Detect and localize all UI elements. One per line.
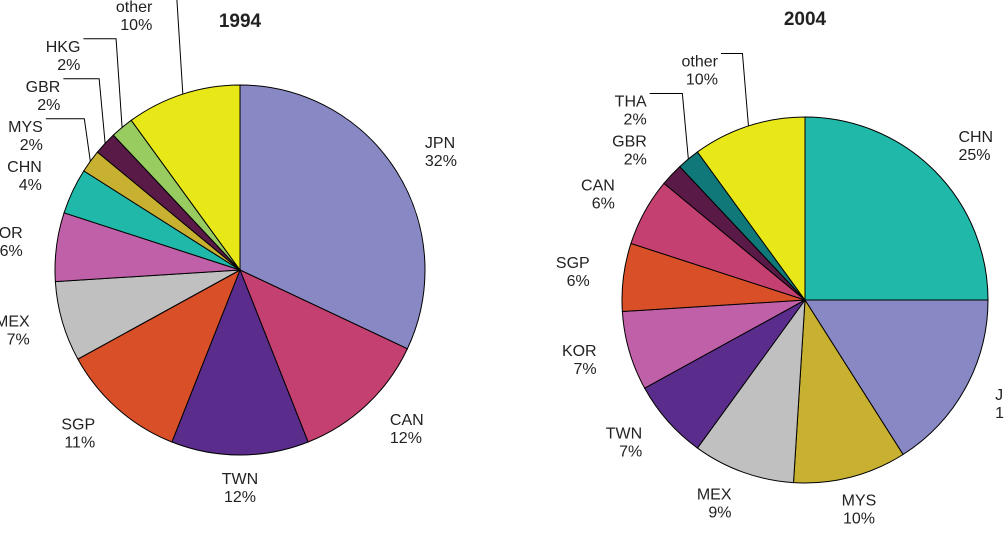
pie-slice bbox=[130, 84, 241, 272]
slice-label: MYS bbox=[8, 119, 43, 136]
leader-line bbox=[649, 92, 689, 160]
slice-label: MYS bbox=[842, 492, 877, 509]
slice-value-label: 10% bbox=[843, 510, 875, 527]
slice-value-label: 6% bbox=[592, 196, 615, 213]
slice-value-label: 10% bbox=[120, 17, 152, 34]
slice-value-label: 2% bbox=[37, 97, 60, 114]
slice-value-label: 7% bbox=[7, 331, 30, 348]
slice-label: GBR bbox=[612, 134, 647, 151]
slice-label: HKG bbox=[46, 39, 81, 56]
pie-slice bbox=[171, 268, 309, 456]
chart-title: 2004 bbox=[784, 9, 827, 30]
leader-line bbox=[83, 38, 123, 128]
slice-label: JPN bbox=[995, 387, 1004, 404]
leader-line bbox=[45, 118, 91, 162]
slice-label: CAN bbox=[390, 412, 424, 429]
slice-label: CHN bbox=[958, 129, 993, 146]
slice-value-label: 16% bbox=[995, 405, 1004, 422]
slice-label: CAN bbox=[581, 178, 615, 195]
slice-value-label: 12% bbox=[390, 430, 422, 447]
slice-label: JPN bbox=[425, 135, 455, 152]
pie-slice bbox=[804, 116, 989, 301]
slice-label: KOR bbox=[562, 343, 597, 360]
slice-label: MEX bbox=[0, 313, 30, 330]
pie-slice bbox=[804, 299, 989, 456]
pie-slice bbox=[696, 116, 806, 302]
slice-label: TWN bbox=[222, 471, 258, 488]
slice-value-label: 2% bbox=[20, 137, 43, 154]
slice-label: other bbox=[681, 54, 718, 71]
slice-label: CHN bbox=[7, 159, 42, 176]
slice-value-label: 7% bbox=[573, 361, 596, 378]
slice-value-label: 6% bbox=[567, 273, 590, 290]
slice-value-label: 2% bbox=[624, 112, 647, 129]
slice-label: KOR bbox=[0, 225, 23, 242]
slice-value-label: 6% bbox=[0, 243, 23, 260]
slice-value-label: 4% bbox=[19, 177, 42, 194]
slice-label: THA bbox=[615, 94, 647, 111]
slice-label: MEX bbox=[697, 486, 732, 503]
slice-value-label: 32% bbox=[425, 153, 457, 170]
slice-label: SGP bbox=[61, 416, 95, 433]
slice-value-label: 12% bbox=[224, 489, 256, 506]
slice-label: GBR bbox=[26, 79, 61, 96]
slice-value-label: 9% bbox=[708, 504, 731, 521]
slice-label: SGP bbox=[556, 255, 590, 272]
pie-slice bbox=[239, 269, 409, 443]
chart-title: 1994 bbox=[219, 11, 262, 32]
slice-value-label: 25% bbox=[958, 147, 990, 164]
pie-slice bbox=[792, 298, 904, 484]
slice-label: other bbox=[116, 0, 153, 16]
leader-line bbox=[720, 52, 749, 126]
slice-value-label: 10% bbox=[686, 72, 718, 89]
slice-value-label: 2% bbox=[57, 57, 80, 74]
pie-slice bbox=[696, 298, 806, 484]
leader-line bbox=[63, 78, 106, 144]
slice-value-label: 2% bbox=[624, 152, 647, 169]
slice-value-label: 7% bbox=[619, 444, 642, 461]
pie-slice bbox=[77, 268, 241, 443]
slice-value-label: 11% bbox=[64, 434, 95, 451]
pie-slice bbox=[239, 84, 426, 350]
leader-line bbox=[176, 0, 184, 95]
slice-label: TWN bbox=[606, 426, 642, 443]
